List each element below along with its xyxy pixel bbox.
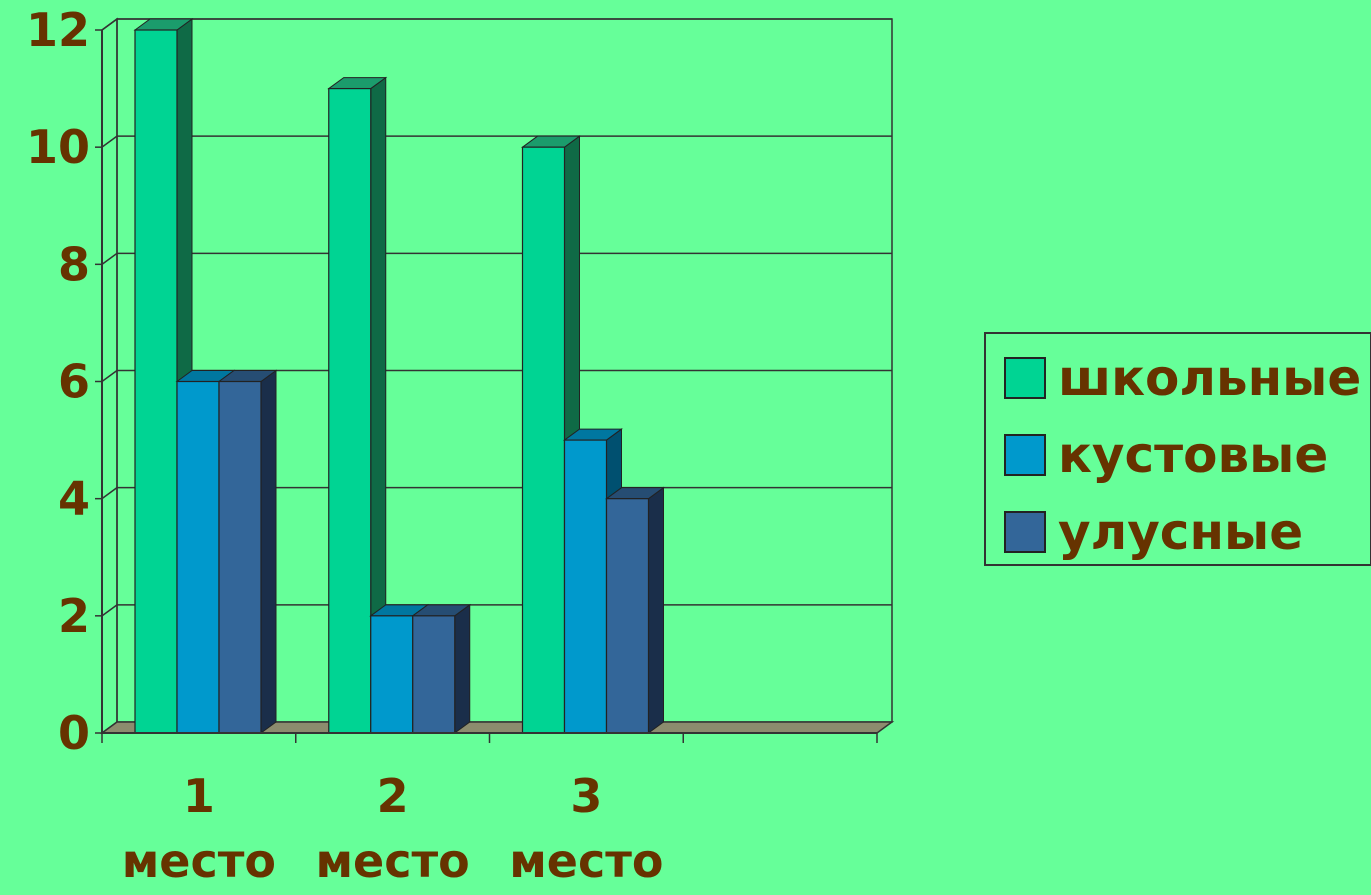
y-tick-label: 0 [58, 706, 90, 760]
gridline-side [101, 487, 118, 500]
y-tick-label: 8 [58, 237, 90, 291]
bar [370, 615, 414, 734]
x-tick-label: место [315, 834, 469, 888]
y-tick-label: 10 [26, 120, 90, 174]
bar [521, 146, 566, 734]
legend-box [984, 332, 1371, 566]
legend-label: улусные [1058, 503, 1303, 561]
gridline-side [101, 604, 118, 617]
y-tick-label: 6 [58, 355, 90, 409]
bar-side [260, 369, 277, 734]
bar-side [454, 603, 471, 734]
y-tick-label: 12 [26, 3, 90, 57]
legend-swatch [1004, 511, 1046, 553]
bar [412, 615, 456, 734]
bar [328, 87, 372, 734]
legend-swatch [1004, 434, 1046, 476]
x-tick-label: 1 [183, 769, 215, 823]
bar [605, 498, 650, 734]
legend-label: кустовые [1058, 426, 1328, 484]
bars-layer [133, 18, 666, 734]
legend-swatch [1004, 357, 1046, 399]
bar [176, 380, 220, 734]
legend: школьные кустовые улусные [984, 332, 1371, 566]
y-tick-label: 2 [58, 589, 90, 643]
x-tick-label: место [509, 834, 663, 888]
gridline-side [101, 18, 118, 31]
x-tick-label: место [122, 834, 276, 888]
bar [563, 439, 608, 734]
legend-label: школьные [1058, 349, 1361, 407]
x-tick-label: 2 [377, 769, 409, 823]
gridline-side [101, 135, 118, 148]
x-tick-label: 3 [570, 769, 602, 823]
bar-side [648, 486, 664, 734]
gridline-side [101, 252, 118, 265]
bar [218, 380, 262, 734]
y-tick-label: 4 [58, 472, 90, 526]
bar [134, 29, 178, 734]
axis-layer: 0 2 4 6 8 10 12 1 место 2 место 3 место [26, 3, 878, 888]
gridline-side [101, 369, 118, 383]
